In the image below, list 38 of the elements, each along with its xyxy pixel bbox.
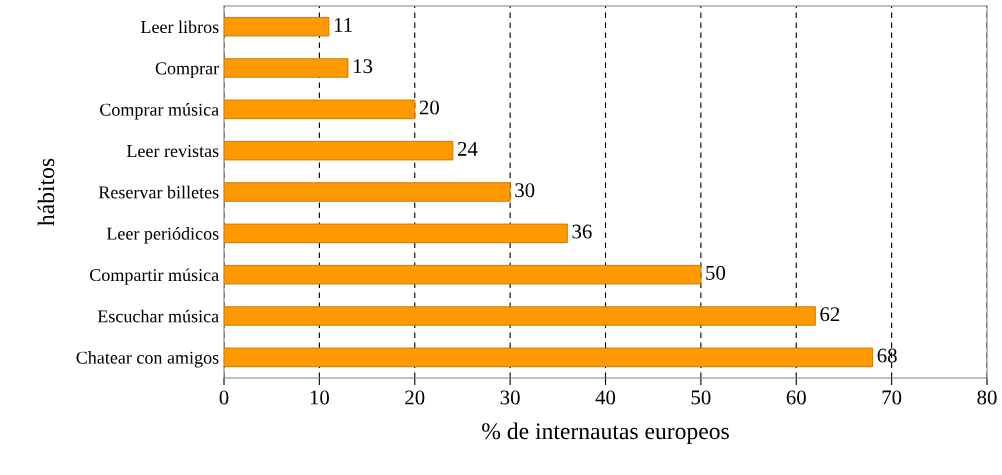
- y-tick-label: Chatear con amigos: [76, 351, 219, 368]
- x-tick-label: 20: [405, 390, 425, 405]
- data-label: 62: [820, 307, 840, 322]
- x-tick-label: 50: [691, 390, 711, 405]
- y-tick-label: Reservar billetes: [98, 185, 219, 199]
- y-axis-title: hábitos: [37, 158, 55, 226]
- y-tick-label: Escuchar música: [97, 309, 219, 323]
- bar: [224, 58, 349, 78]
- x-tick-label: 60: [786, 390, 806, 405]
- bar: [224, 16, 330, 37]
- y-tick-label: Leer libros: [140, 20, 219, 34]
- data-label: 68: [877, 348, 897, 363]
- bar: [224, 264, 702, 285]
- x-tick-label: 10: [310, 390, 329, 405]
- x-tick-label: 0: [219, 390, 229, 405]
- y-tick-label: Comprar: [155, 62, 219, 79]
- x-axis-title: % de internautas europeos: [482, 422, 729, 444]
- bar: [224, 99, 416, 120]
- y-tick-label: Compartir música: [90, 268, 219, 285]
- data-label: 36: [572, 224, 592, 239]
- data-label: 30: [515, 183, 535, 198]
- data-label: 11: [334, 17, 352, 32]
- x-tick-label: 80: [977, 390, 997, 405]
- y-tick-label: Comprar música: [100, 103, 219, 120]
- data-label: 24: [457, 141, 478, 156]
- bar: [224, 306, 816, 326]
- bar: [224, 140, 454, 161]
- data-label: 20: [419, 100, 439, 115]
- bar: [224, 223, 568, 244]
- data-label: 13: [353, 59, 373, 74]
- y-tick-label: Leer revistas: [126, 144, 219, 158]
- x-tick-label: 40: [595, 390, 616, 405]
- bar: [224, 347, 873, 368]
- data-label: 50: [706, 265, 726, 280]
- y-tick-label: Leer periódicos: [106, 227, 219, 244]
- x-tick-label: 30: [500, 390, 520, 405]
- bar: [224, 182, 511, 202]
- x-tick-label: 70: [882, 390, 902, 405]
